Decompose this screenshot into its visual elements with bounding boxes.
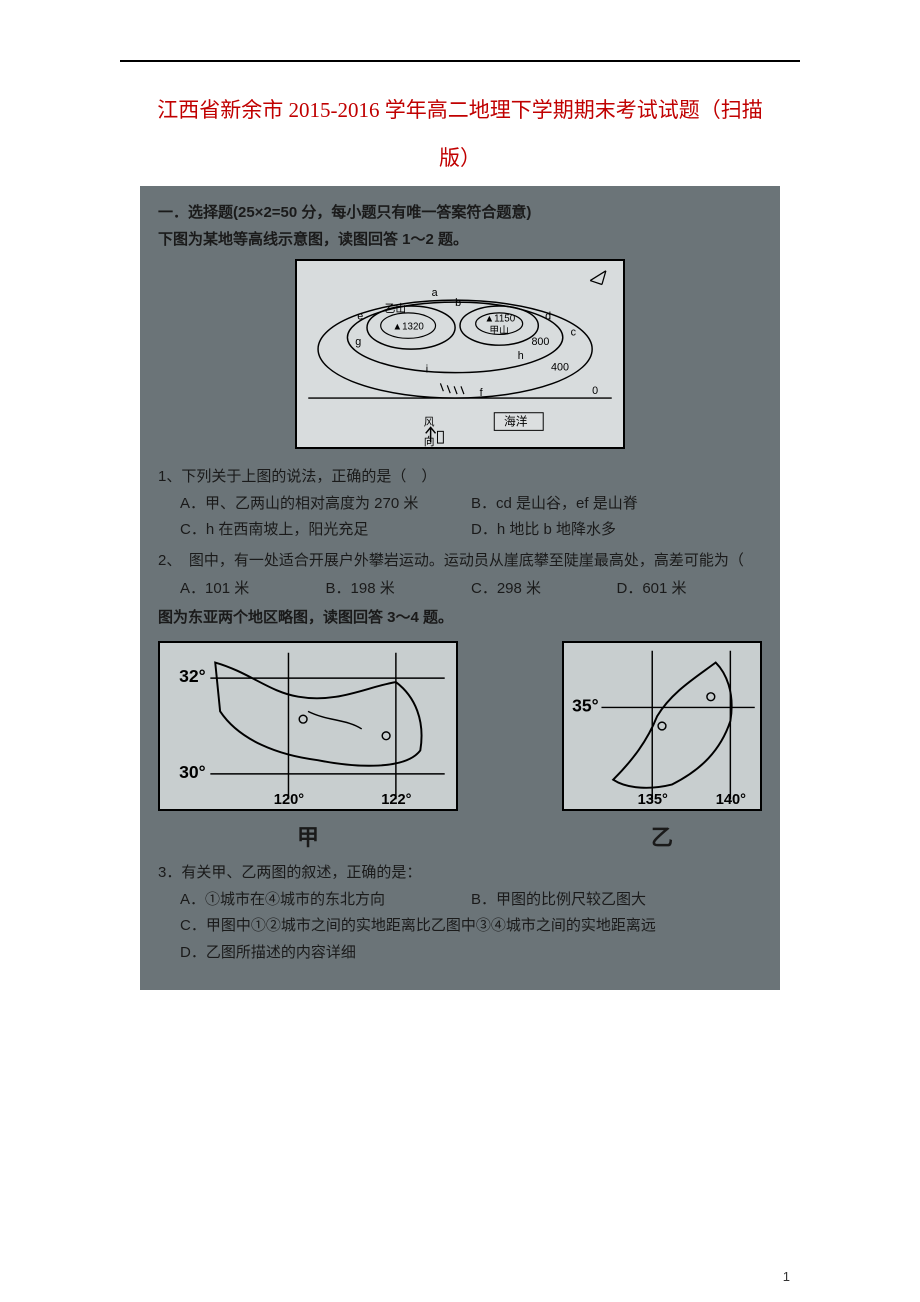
map-jia-lon-right: 122° bbox=[381, 792, 411, 808]
peak-right-name: 甲山 bbox=[489, 324, 509, 336]
peak-left-name: 乙山 bbox=[385, 303, 407, 315]
map-yi-svg: 35° 135° 140° bbox=[562, 641, 762, 811]
map-jia-caption: 甲 bbox=[158, 820, 458, 852]
figure2-intro: 图为东亚两个地区略图，读图回答 3～4 题。 bbox=[158, 605, 762, 631]
pt-i: i bbox=[426, 363, 428, 375]
topographic-map: 0 400 800 乙山 ▲1320 ▲1150 甲山 bbox=[158, 259, 762, 454]
pt-b: b bbox=[455, 297, 461, 309]
map-yi-lat: 35° bbox=[572, 695, 599, 715]
question-1: 1、下列关于上图的说法，正确的是（ ） A．甲、乙两山的相对高度为 270 米 … bbox=[158, 464, 762, 543]
contour-400-label: 400 bbox=[551, 361, 569, 373]
map-jia-wrap: 32° 30° 120° 122° 甲 bbox=[158, 641, 458, 852]
q1-stem: 1、下列关于上图的说法，正确的是（ ） bbox=[158, 464, 762, 490]
contour-800-label: 800 bbox=[531, 336, 549, 348]
map-jia-lat-bot: 30° bbox=[179, 762, 206, 782]
pt-d: d bbox=[545, 311, 551, 323]
map-jia-lon-left: 120° bbox=[274, 792, 304, 808]
pt-f: f bbox=[480, 387, 483, 399]
q1-opt-c: C．h 在西南坡上，阳光充足 bbox=[180, 517, 471, 543]
pt-c: c bbox=[571, 326, 577, 338]
q1-opt-b: B．cd 是山谷，ef 是山脊 bbox=[471, 491, 762, 517]
map-yi-wrap: 35° 135° 140° 乙 bbox=[562, 641, 762, 852]
map-yi-caption: 乙 bbox=[562, 820, 762, 852]
document-title-line2: 版） bbox=[0, 142, 920, 172]
q3-opt-c: C．甲图中①②城市之间的实地距离比乙图中③④城市之间的实地距离远 bbox=[158, 913, 762, 939]
sea-label: 海洋 bbox=[504, 414, 528, 428]
q2-stem: 2、 图中，有一处适合开展户外攀岩运动。运动员从崖底攀至陡崖最高处，高差可能为（ bbox=[158, 548, 762, 574]
q2-opt-d: D．601 米 bbox=[617, 576, 763, 602]
q3-opt-a: A．①城市在④城市的东北方向 bbox=[180, 887, 471, 913]
scanned-exam-area: 一．选择题(25×2=50 分，每小题只有唯一答案符合题意) 下图为某地等高线示… bbox=[140, 186, 780, 990]
figure1-intro: 下图为某地等高线示意图，读图回答 1～2 题。 bbox=[158, 227, 762, 253]
peak-right-elev: ▲1150 bbox=[484, 313, 515, 324]
page-number: 1 bbox=[783, 1269, 790, 1284]
map-jia-svg: 32° 30° 120° 122° bbox=[158, 641, 458, 811]
q3-opt-d: D．乙图所描述的内容详细 bbox=[158, 940, 762, 966]
question-2: 2、 图中，有一处适合开展户外攀岩运动。运动员从崖底攀至陡崖最高处，高差可能为（… bbox=[158, 548, 762, 601]
section-header: 一．选择题(25×2=50 分，每小题只有唯一答案符合题意) bbox=[158, 200, 762, 226]
maps-row: 32° 30° 120° 122° 甲 bbox=[158, 641, 762, 852]
q2-opt-b: B．198 米 bbox=[326, 576, 472, 602]
q3-stem: 3．有关甲、乙两图的叙述，正确的是： bbox=[158, 860, 762, 886]
wind-dir-label: 向 bbox=[424, 435, 435, 448]
q2-opt-c: C．298 米 bbox=[471, 576, 617, 602]
pt-a: a bbox=[432, 287, 438, 299]
q2-opt-a: A．101 米 bbox=[180, 576, 326, 602]
peak-left-elev: ▲1320 bbox=[392, 321, 424, 332]
pt-h: h bbox=[518, 350, 524, 362]
contour-map-svg: 0 400 800 乙山 ▲1320 ▲1150 甲山 bbox=[295, 259, 625, 449]
document-page: 江西省新余市 2015-2016 学年高二地理下学期期末考试试题（扫描 版） 一… bbox=[0, 0, 920, 1302]
q1-opt-d: D．h 地比 b 地降水多 bbox=[471, 517, 762, 543]
q1-opt-a: A．甲、乙两山的相对高度为 270 米 bbox=[180, 491, 471, 517]
document-title-line1: 江西省新余市 2015-2016 学年高二地理下学期期末考试试题（扫描 bbox=[120, 92, 800, 130]
map-jia-lat-top: 32° bbox=[179, 666, 206, 686]
top-horizontal-rule bbox=[120, 60, 800, 62]
map-yi-lon-right: 140° bbox=[716, 792, 746, 808]
q3-opt-b: B．甲图的比例尺较乙图大 bbox=[471, 887, 762, 913]
wind-label: 风 bbox=[424, 416, 435, 428]
question-3: 3．有关甲、乙两图的叙述，正确的是： A．①城市在④城市的东北方向 B．甲图的比… bbox=[158, 860, 762, 966]
pt-e: e bbox=[357, 311, 363, 323]
pt-g: g bbox=[355, 336, 361, 348]
map-yi-lon-left: 135° bbox=[638, 792, 668, 808]
contour-0-label: 0 bbox=[592, 385, 598, 397]
